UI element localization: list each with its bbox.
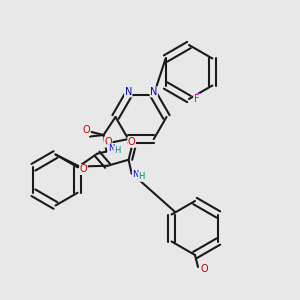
Text: O: O bbox=[128, 137, 135, 147]
Text: N: N bbox=[108, 144, 114, 153]
Text: O: O bbox=[80, 164, 87, 175]
Text: F: F bbox=[194, 94, 199, 104]
Text: N: N bbox=[150, 87, 158, 97]
Text: O: O bbox=[82, 125, 90, 136]
Text: O: O bbox=[201, 264, 208, 274]
Text: O: O bbox=[104, 137, 112, 147]
Text: H: H bbox=[138, 172, 145, 181]
Text: N: N bbox=[132, 170, 139, 179]
Text: N: N bbox=[124, 87, 132, 97]
Text: H: H bbox=[114, 146, 120, 155]
